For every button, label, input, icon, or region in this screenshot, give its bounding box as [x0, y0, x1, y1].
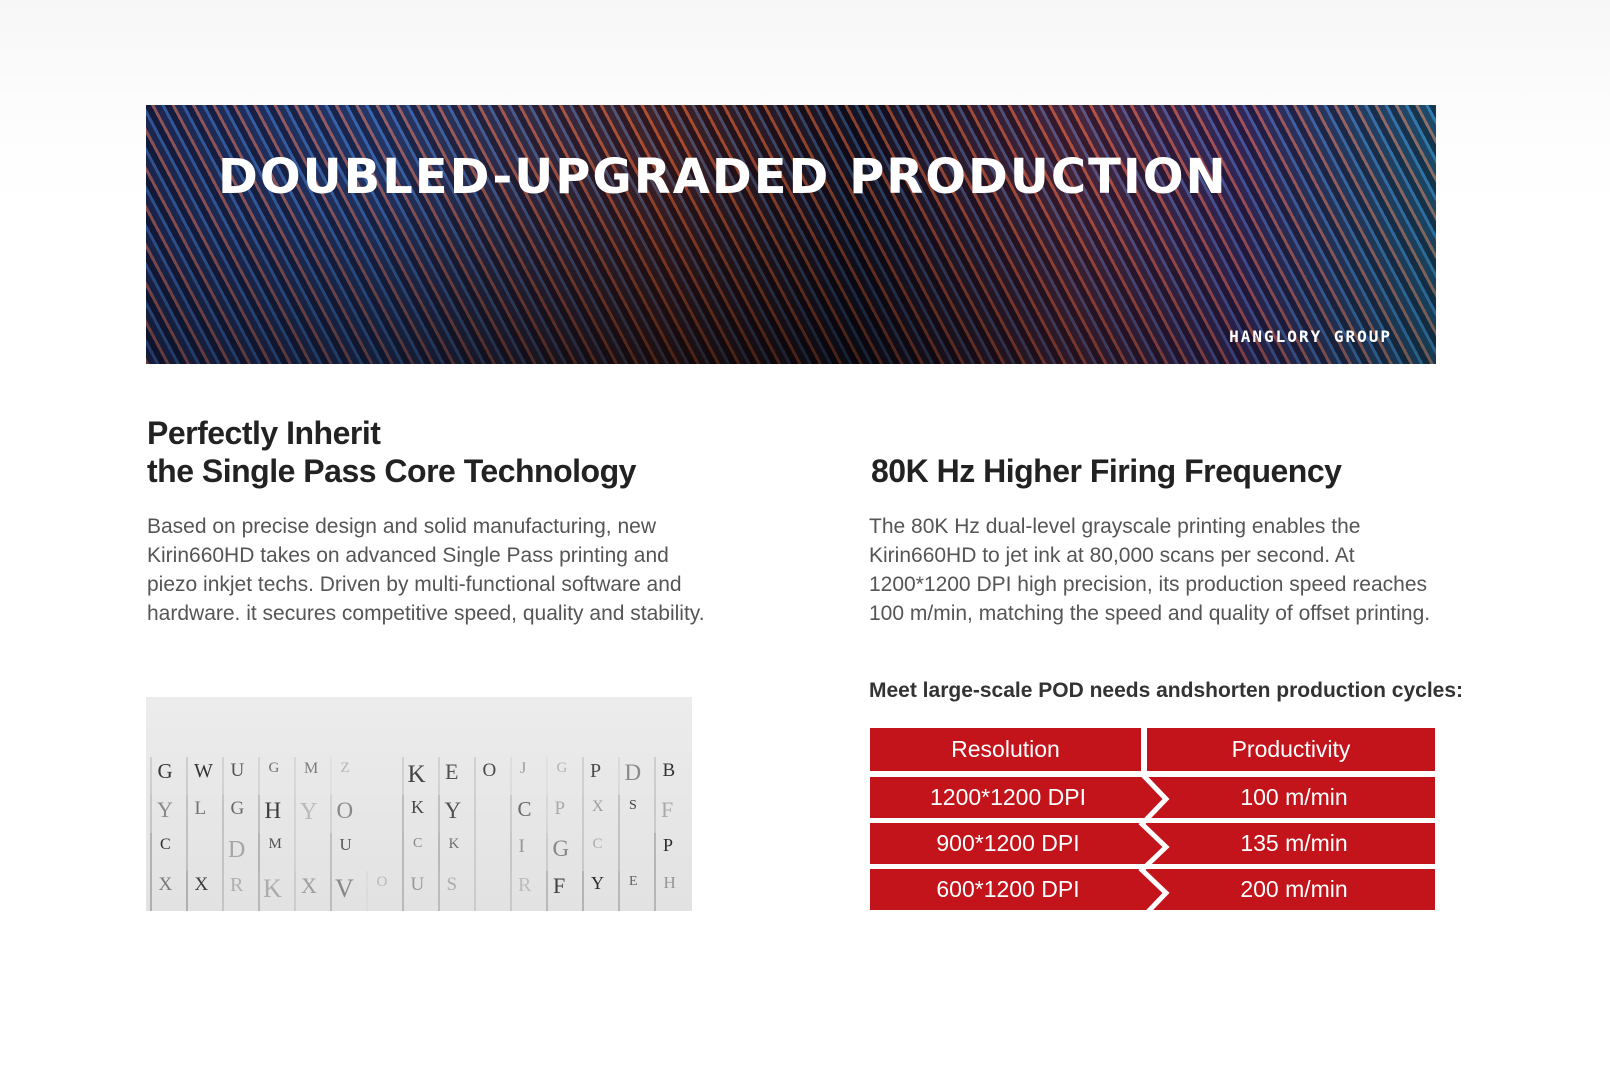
decorative-letter: M: [269, 836, 282, 852]
decorative-letter: H: [265, 798, 282, 823]
decorative-letter: D: [625, 760, 642, 785]
decorative-letter: C: [160, 836, 171, 853]
decorative-letter: F: [553, 873, 565, 898]
decorative-letter: G: [158, 759, 173, 783]
decorative-letter: V: [335, 874, 354, 903]
productivity-cell: 200 m/min: [1240, 876, 1348, 902]
decorative-letter: K: [411, 797, 424, 817]
decorative-letter: M: [304, 760, 318, 777]
resolution-cell: 1200*1200 DPI: [929, 784, 1086, 810]
decorative-letter: G: [231, 798, 245, 819]
decorative-letter: K: [449, 836, 460, 852]
productivity-cell: 100 m/min: [1240, 784, 1348, 810]
decorative-letter: Y: [445, 798, 462, 823]
left-heading-line2: the Single Pass Core Technology: [147, 453, 636, 489]
decorative-letter: U: [340, 835, 352, 854]
decorative-letter: R: [230, 874, 244, 896]
decorative-letter: C: [518, 797, 532, 821]
text-line: piezo inkjet techs. Driven by multi-func…: [147, 573, 682, 596]
decorative-letter: P: [663, 835, 673, 855]
hero-banner: DOUBLED-UPGRADED PRODUCTION HANGLORY GRO…: [146, 105, 1436, 364]
decorative-letter: D: [228, 837, 245, 863]
header-productivity: Productivity: [1147, 728, 1435, 771]
decorative-letter: E: [445, 759, 458, 784]
text-line: Based on precise design and solid manufa…: [147, 515, 656, 538]
decorative-letter: G: [557, 760, 568, 776]
decorative-letter: P: [555, 798, 566, 819]
decorative-letter: O: [377, 874, 388, 890]
decorative-letter: K: [263, 874, 282, 903]
decorative-letter: L: [195, 798, 207, 819]
table-subheading: Meet large-scale POD needs andshorten pr…: [869, 679, 1463, 702]
decorative-letter: W: [194, 760, 213, 782]
chevron-icon: [1138, 772, 1170, 920]
decorative-letter: Y: [157, 797, 173, 822]
banner-title: DOUBLED-UPGRADED PRODUCTION: [218, 149, 1228, 205]
decorative-letter: J: [520, 760, 526, 777]
decorative-letter: F: [661, 797, 673, 822]
brand-logo: HANGLORY GROUP: [1229, 327, 1392, 346]
decorative-letter: O: [337, 798, 354, 823]
decorative-letter: X: [301, 873, 317, 898]
left-heading-line1: Perfectly Inherit: [147, 415, 381, 451]
decorative-letter: G: [269, 760, 280, 776]
decorative-letter: K: [408, 761, 426, 788]
decorative-letter: S: [629, 798, 637, 813]
text-line: hardware. it secures competitive speed, …: [147, 602, 705, 625]
decorative-letter: U: [411, 874, 425, 895]
text-line: 1200*1200 DPI high precision, its produc…: [869, 573, 1428, 596]
decorative-letter: Z: [341, 760, 350, 776]
decorative-letter: P: [590, 760, 601, 782]
productivity-cell: 135 m/min: [1240, 830, 1348, 856]
resolution-cell: 900*1200 DPI: [936, 830, 1080, 856]
left-heading: Perfectly Inherit the Single Pass Core T…: [147, 414, 636, 490]
decorative-letter: U: [231, 760, 245, 781]
text-line: Kirin660HD to jet ink at 80,000 scans pe…: [869, 544, 1355, 567]
table-row: 1200*1200 DPI 100 m/min: [870, 777, 1435, 818]
left-paragraph: Based on precise design and solid manufa…: [147, 512, 705, 628]
text-line: Kirin660HD takes on advanced Single Pass…: [147, 544, 669, 567]
table-row: 600*1200 DPI 200 m/min: [870, 869, 1435, 910]
text-line: The 80K Hz dual-level grayscale printing…: [869, 515, 1361, 538]
decorative-letter: E: [629, 874, 638, 889]
right-heading: 80K Hz Higher Firing Frequency: [871, 453, 1342, 489]
letters-illustration: G W U G M Z K E O J G P D BY L G H Y O K Y C P X S FC D M U C K I G C PX X R…: [150, 757, 676, 911]
decorative-letter: S: [447, 874, 458, 895]
decorative-letter: X: [592, 798, 604, 815]
decorative-letter: Y: [591, 873, 604, 893]
chevron-separators: [1138, 772, 1170, 920]
decorative-letter: B: [663, 760, 676, 781]
decorative-letter: H: [664, 873, 676, 892]
header-resolution: Resolution: [870, 728, 1141, 771]
decorative-letter: Y: [300, 799, 317, 825]
decorative-letter: O: [483, 760, 497, 781]
right-paragraph: The 80K Hz dual-level grayscale printing…: [869, 512, 1430, 628]
decorative-letter: C: [593, 836, 603, 852]
decorative-letter: C: [413, 836, 422, 851]
decorative-letter: X: [195, 874, 209, 895]
decorative-letter: I: [519, 836, 525, 857]
decorative-letter: R: [518, 874, 532, 896]
decorative-letter: G: [553, 836, 570, 861]
text-line: 100 m/min, matching the speed and qualit…: [869, 602, 1431, 625]
resolution-cell: 600*1200 DPI: [936, 876, 1080, 902]
decorative-letter: X: [159, 874, 173, 895]
